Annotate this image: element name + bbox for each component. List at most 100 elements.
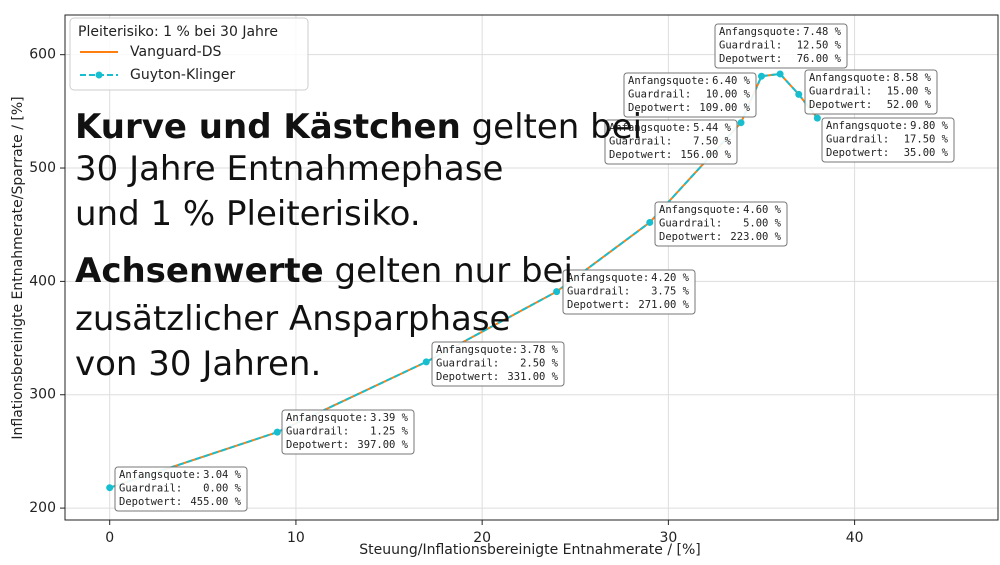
annotation: Anfangsquote: 6.40 % Guardrail: 10.00 % Depo… — [623, 72, 757, 118]
x-tick-label: 0 — [105, 530, 114, 546]
annotation-label: Guardrail: — [609, 136, 672, 148]
annotation-label: Depotwert: — [719, 53, 782, 65]
overlay-segment: Kurve und Kästchen — [75, 107, 461, 147]
annotation-label: Depotwert: — [286, 439, 349, 451]
legend: Pleiterisiko: 1 % bei 30 Jahre Vanguard-D… — [69, 17, 309, 91]
overlay-segment: gelten nur bei — [324, 251, 573, 291]
annotation-value: 7.50 % — [693, 136, 732, 148]
annotation-value: 3.75 % — [651, 286, 690, 298]
annotation-label: Depotwert: — [826, 147, 889, 159]
annotation-label: Guardrail: — [119, 483, 182, 495]
overlay-text: von 30 Jahren. — [75, 344, 321, 384]
annotation-value: 76.00 % — [797, 53, 842, 65]
annotation-value: 5.44 % — [693, 122, 732, 134]
legend-marker — [95, 71, 103, 79]
annotation-label: Depotwert: — [659, 231, 722, 243]
legend-label: Guyton-Klinger — [130, 67, 235, 83]
annotation-value: 331.00 % — [507, 371, 558, 383]
annotation: Anfangsquote: 3.39 % Guardrail: 1.25 % Depot… — [281, 409, 415, 455]
annotation: Anfangsquote: 3.04 % Guardrail: 0.00 % Depot… — [114, 466, 248, 512]
annotation-label: Anfangsquote: — [719, 26, 801, 38]
annotation-value: 3.78 % — [520, 344, 559, 356]
annotation-box — [654, 201, 788, 247]
annotation-box — [281, 409, 415, 455]
annotation-label: Guardrail: — [659, 218, 722, 230]
annotation-value: 8.58 % — [893, 72, 932, 84]
annotation-label: Anfangsquote: — [659, 204, 741, 216]
annotation: Anfangsquote: 9.80 % Guardrail: 17.50 % Depo… — [821, 117, 955, 163]
annotation-value: 9.80 % — [910, 120, 949, 132]
annotation-label: Guardrail: — [826, 134, 889, 146]
overlay-text: und 1 % Pleiterisiko. — [75, 194, 421, 234]
overlay-text: Achsenwerte gelten nur bei — [75, 251, 573, 291]
annotation-label: Anfangsquote: — [567, 272, 649, 284]
annotation-label: Guardrail: — [436, 358, 499, 370]
annotation-label: Anfangsquote: — [609, 122, 691, 134]
annotation-box — [431, 341, 565, 387]
data-point — [273, 428, 281, 436]
annotation-value: 0.00 % — [203, 483, 242, 495]
annotation-label: Depotwert: — [609, 149, 672, 161]
x-tick-label: 40 — [846, 530, 864, 546]
overlay-segment: zusätzlicher Ansparphase — [75, 299, 510, 339]
annotation-value: 156.00 % — [680, 149, 731, 161]
overlay-text: Kurve und Kästchen gelten bei — [75, 107, 642, 147]
annotation: Anfangsquote: 7.48 % Guardrail: 12.50 % Depo… — [714, 23, 848, 69]
annotation-value: 52.00 % — [887, 99, 932, 111]
legend-label: Vanguard-DS — [130, 44, 222, 60]
annotation-value: 271.00 % — [638, 299, 689, 311]
annotation-label: Depotwert: — [119, 496, 182, 508]
series-line — [109, 72, 819, 489]
annotation-value: 4.20 % — [651, 272, 690, 284]
annotation-label: Guardrail: — [719, 40, 782, 52]
annotation-value: 455.00 % — [190, 496, 241, 508]
annotation: Anfangsquote: 8.58 % Guardrail: 15.00 % Depo… — [804, 69, 938, 115]
y-tick-label: 200 — [29, 500, 56, 516]
annotation-label: Depotwert: — [628, 102, 691, 114]
annotation: Anfangsquote: 4.20 % Guardrail: 3.75 % Depot… — [562, 269, 696, 315]
annotation-label: Depotwert: — [567, 299, 630, 311]
annotation-value: 12.50 % — [797, 40, 842, 52]
annotation-value: 17.50 % — [904, 134, 949, 146]
overlay-segment: Achsenwerte — [75, 251, 324, 291]
annotation-label: Guardrail: — [809, 86, 872, 98]
x-axis-label: Steuung/Inflationsbereinigte Entnahmerat… — [359, 542, 700, 558]
annotation-value: 3.04 % — [203, 469, 242, 481]
y-tick-label: 600 — [29, 47, 56, 63]
overlay-segment: und 1 % Pleiterisiko. — [75, 194, 421, 234]
annotation-box — [562, 269, 696, 315]
annotation-label: Anfangsquote: — [119, 469, 201, 481]
overlay-segment: von 30 Jahren. — [75, 344, 321, 384]
data-point — [757, 72, 765, 80]
annotation-value: 2.50 % — [520, 358, 559, 370]
annotation-label: Anfangsquote: — [809, 72, 891, 84]
annotation-box — [114, 466, 248, 512]
annotation-value: 6.40 % — [712, 75, 751, 87]
annotation: Anfangsquote: 3.78 % Guardrail: 2.50 % Depot… — [431, 341, 565, 387]
y-tick-label: 500 — [29, 160, 56, 176]
x-tick-label: 20 — [473, 530, 491, 546]
plot-frame — [64, 14, 999, 521]
y-axis-label: Inflationsbereinigte Entnahmerate/Sparra… — [10, 96, 26, 439]
x-tick-label: 10 — [287, 530, 305, 546]
annotation-value: 3.39 % — [370, 412, 409, 424]
annotation-value: 223.00 % — [730, 231, 781, 243]
annotation-box — [804, 69, 938, 115]
data-point — [106, 484, 114, 492]
annotation-label: Anfangsquote: — [436, 344, 518, 356]
annotation-label: Anfangsquote: — [628, 75, 710, 87]
data-point — [646, 218, 654, 226]
annotation-label: Guardrail: — [567, 286, 630, 298]
annotation-value: 15.00 % — [887, 86, 932, 98]
annotation: Anfangsquote: 4.60 % Guardrail: 5.00 % Depot… — [654, 201, 788, 247]
annotation-value: 1.25 % — [370, 426, 409, 438]
annotation-box — [604, 119, 738, 165]
data-point — [813, 114, 821, 122]
overlay-segment: gelten bei — [461, 107, 642, 147]
legend-title: Pleiterisiko: 1 % bei 30 Jahre — [78, 24, 278, 40]
x-tick-label: 30 — [659, 530, 677, 546]
annotation-label: Guardrail: — [286, 426, 349, 438]
annotation-value: 397.00 % — [357, 439, 408, 451]
y-tick-label: 400 — [29, 273, 56, 289]
